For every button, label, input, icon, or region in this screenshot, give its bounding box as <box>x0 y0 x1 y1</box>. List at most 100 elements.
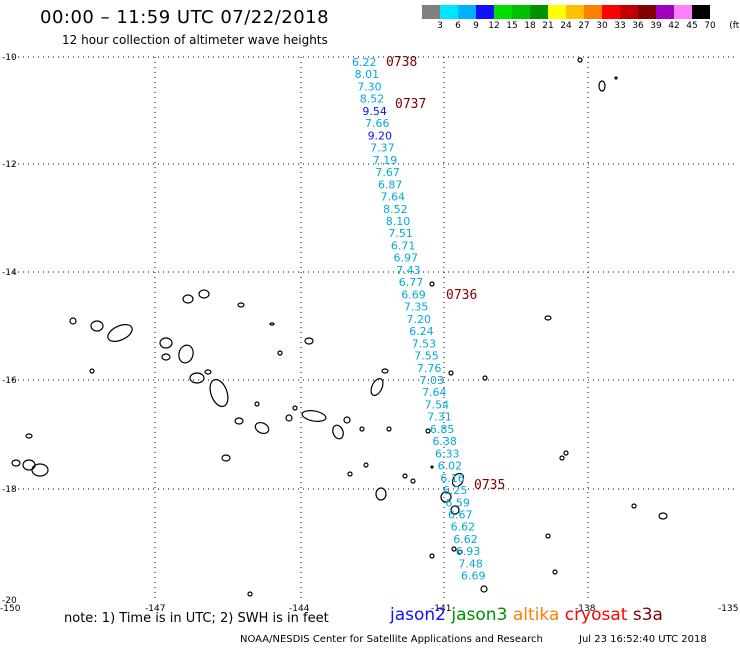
island-outline <box>451 472 465 488</box>
mission-legend: jason2 jason3 altika cryosat s3a <box>390 605 663 625</box>
colorbar-swatch <box>638 5 656 19</box>
colorbar-swatch <box>494 5 512 19</box>
colorbar-label: 39 <box>650 21 662 31</box>
island-outline <box>577 57 583 63</box>
wave-height-value: 6.69 <box>461 570 486 583</box>
wave-height-value: 7.37 <box>370 142 395 155</box>
island-outline <box>277 350 283 356</box>
island-outline <box>285 414 293 422</box>
island-outline <box>448 370 454 376</box>
chart-note: note: 1) Time is in UTC; 2) SWH is in fe… <box>64 611 329 626</box>
island-outline <box>292 405 298 411</box>
island-outlines <box>11 57 668 597</box>
wave-height-value: 6.87 <box>378 178 403 191</box>
island-outline <box>563 450 569 456</box>
longitude-tick-label: -141 <box>431 604 451 614</box>
island-outline <box>332 424 344 440</box>
wave-height-value: 6.97 <box>394 252 419 265</box>
latitude-tick-label: -14 <box>2 268 17 278</box>
latitude-tick-label: -20 <box>2 596 17 606</box>
island-outline <box>425 428 431 434</box>
wave-height-value: 6.59 <box>445 496 470 509</box>
mission-legend-item: altika <box>512 605 565 625</box>
island-outline <box>343 416 351 424</box>
chart-subtitle: 12 hour collection of altimeter wave hei… <box>62 33 328 47</box>
island-outline <box>159 337 173 349</box>
island-outline <box>559 455 565 461</box>
island-outline <box>480 585 488 593</box>
longitude-tick-label: -150 <box>0 604 21 614</box>
island-outline <box>247 591 253 597</box>
island-outline <box>347 471 353 477</box>
island-outline <box>89 368 95 374</box>
colorbar-label: 36 <box>632 21 644 31</box>
island-outline <box>221 454 231 462</box>
wave-height-value: 6.85 <box>430 423 455 436</box>
time-label: 0737 <box>395 97 426 112</box>
wave-height-value: 7.66 <box>365 117 390 130</box>
wave-height-value: 7.64 <box>422 386 447 399</box>
colorbar-swatch <box>566 5 584 19</box>
wave-height-value: 7.53 <box>412 337 437 350</box>
island-outline <box>198 289 210 299</box>
footer-credit: NOAA/NESDIS Center for Satellite Applica… <box>240 634 543 645</box>
island-outline <box>370 377 384 397</box>
wave-height-value: 7.55 <box>414 350 439 363</box>
island-outline <box>614 76 618 80</box>
island-outline <box>631 503 637 509</box>
wave-height-value: 6.67 <box>448 509 473 522</box>
island-outline <box>204 369 212 375</box>
colorbar-swatch <box>440 5 458 19</box>
latitude-tick-label: -12 <box>2 160 17 170</box>
island-outline <box>544 315 552 321</box>
wave-height-value: 7.31 <box>427 411 452 424</box>
latitude-tick-label: -18 <box>2 485 17 495</box>
mission-legend-item: jason2 <box>390 605 452 625</box>
island-outline <box>161 353 171 361</box>
colorbar-label: 24 <box>560 21 572 31</box>
wave-height-value: 6.62 <box>453 533 478 546</box>
island-outline <box>254 421 270 435</box>
wave-height-value: 6.77 <box>399 276 424 289</box>
island-outline <box>429 553 435 559</box>
island-outline <box>429 281 435 287</box>
colorbar-swatch <box>674 5 692 19</box>
island-outline <box>209 378 229 408</box>
wave-height-value: 7.51 <box>388 227 413 240</box>
colorbar-swatch <box>656 5 674 19</box>
wave-height-value: 8.10 <box>386 215 411 228</box>
latitude-tick-label: -10 <box>2 53 17 63</box>
colorbar-swatch <box>530 5 548 19</box>
island-outline <box>178 344 194 364</box>
island-outline <box>359 426 365 432</box>
wave-height-value: 8.52 <box>360 93 385 106</box>
wave-height-value: 6.25 <box>443 484 468 497</box>
wave-height-colorbar <box>422 5 710 19</box>
island-outline <box>545 533 551 539</box>
wave-height-value: 6.38 <box>432 435 457 448</box>
wave-height-value: 6.22 <box>352 56 377 69</box>
longitude-tick-label: -144 <box>289 604 310 614</box>
island-outline <box>11 459 21 467</box>
wave-height-value: 6.62 <box>451 521 476 534</box>
chart-title: 00:00 – 11:59 UTC 07/22/2018 <box>40 7 330 28</box>
footer-timestamp: Jul 23 16:52:40 UTC 2018 <box>579 634 707 645</box>
wave-height-value: 7.76 <box>417 362 442 375</box>
time-label: 0738 <box>386 55 417 70</box>
colorbar-label: (ft) <box>729 21 740 31</box>
colorbar-label: 15 <box>506 21 518 31</box>
colorbar-label: 30 <box>596 21 608 31</box>
colorbar-label: 12 <box>488 21 500 31</box>
island-outline <box>107 324 133 342</box>
island-outline <box>69 317 77 325</box>
wave-height-value: 7.35 <box>404 301 429 314</box>
time-label: 0736 <box>446 288 477 303</box>
wave-height-value: 7.48 <box>458 557 483 570</box>
axis-tick-labels: -10 -12 -14 -16 -18 -20-150 -147 -144 -141 -138 -1… <box>0 53 738 614</box>
wave-height-values: 6.228.017.308.529.547.669.207.377.197.67… <box>352 56 486 583</box>
wave-height-value: 9.54 <box>362 105 387 118</box>
map-gridlines <box>8 57 735 600</box>
longitude-tick-label: -135 <box>718 604 738 614</box>
colorbar-label: 21 <box>542 21 554 31</box>
